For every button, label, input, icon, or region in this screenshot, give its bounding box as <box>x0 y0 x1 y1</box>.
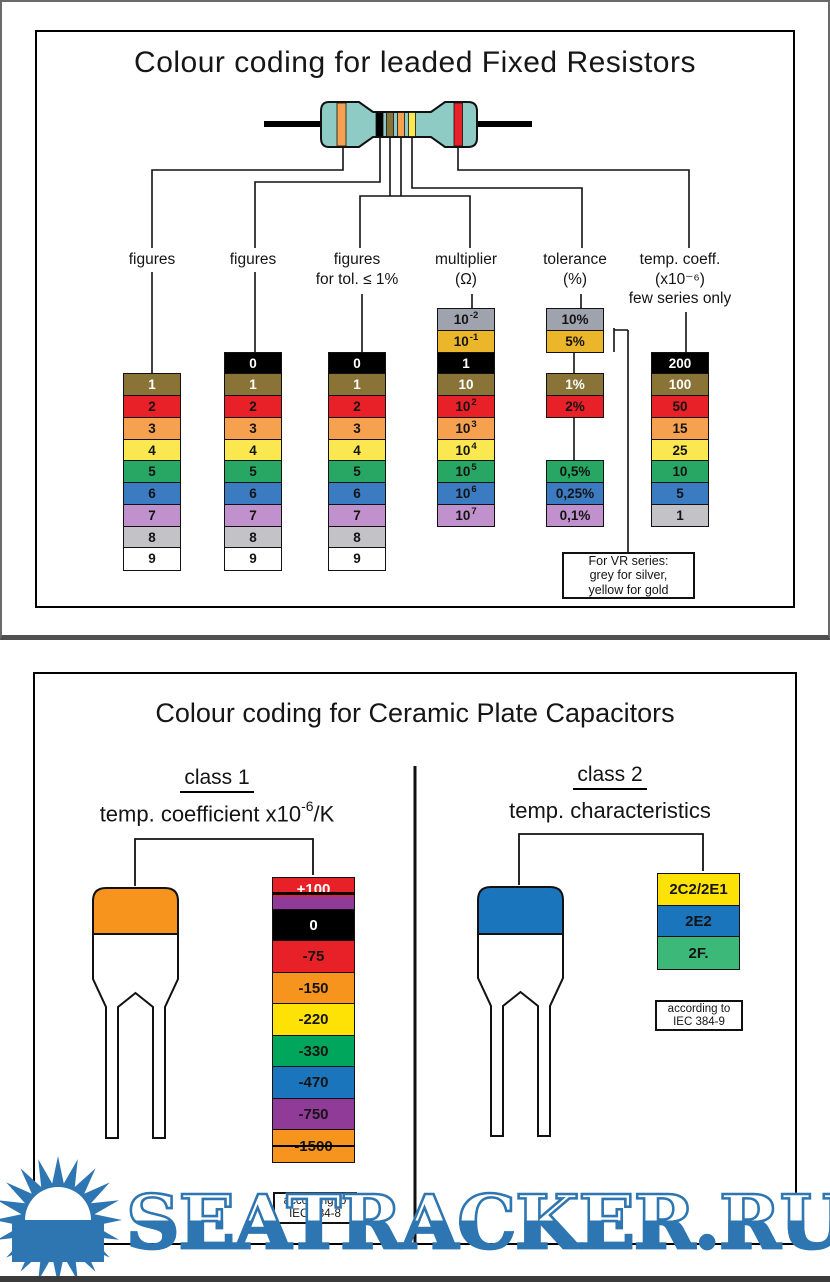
color-cell-figures-1: 1 <box>123 373 181 397</box>
watermark-text: SEATRACKER.RU <box>125 1182 830 1265</box>
color-cell-multiplier: 10 7 <box>437 503 495 528</box>
color-cell-tolerance: 0,1% <box>546 503 604 528</box>
capacitor-panel-border <box>33 672 797 1245</box>
color-cell-figures-2: 8 <box>224 525 282 549</box>
color-cell-tolerance: 1% <box>546 373 604 397</box>
class2-subtitle: temp. characteristics <box>509 798 711 823</box>
color-cell-tolerance: 5% <box>546 329 604 354</box>
vr-series-note: For VR series: grey for silver, yellow f… <box>562 552 695 599</box>
color-cell-temp-coeff: 50 <box>651 395 709 419</box>
color-cell-temp-coeff: 5 <box>651 482 709 506</box>
color-cell-multiplier: 10 3 <box>437 416 495 441</box>
color-cell-figures-1: 9 <box>123 547 181 571</box>
color-cell-class2: 2C2/2E1 <box>657 873 740 907</box>
color-cell-figures-1: 4 <box>123 438 181 462</box>
color-cell-figures-2: 6 <box>224 482 282 506</box>
iec-384-9-note: according to IEC 384-9 <box>655 1000 743 1031</box>
bottom-edge-bar <box>0 1276 830 1282</box>
band-label: temp. coeff. (x10⁻⁶) few series only <box>628 251 732 307</box>
color-cell-temp-coeff: 1 <box>651 503 709 528</box>
color-cell-class1: 0 <box>272 908 355 942</box>
sun-logo-icon <box>0 1156 122 1282</box>
color-cell-class2: 2E2 <box>657 904 740 939</box>
color-cell-figures-3: 7 <box>328 503 386 528</box>
color-cell-class2: 2F. <box>657 936 740 970</box>
color-cell-class1: -150 <box>272 971 355 1005</box>
color-cell-class1: -220 <box>272 1003 355 1037</box>
color-cell-class1: -330 <box>272 1034 355 1069</box>
color-cell-tolerance: 10% <box>546 308 604 332</box>
band-label: figures <box>128 251 176 268</box>
color-cell-multiplier: 10 2 <box>437 395 495 419</box>
color-cell-temp-coeff: 10 <box>651 460 709 484</box>
color-cell-temp-coeff: 25 <box>651 438 709 462</box>
color-cell-figures-1: 6 <box>123 482 181 506</box>
color-cell-figures-1: 7 <box>123 503 181 528</box>
color-cell-temp-coeff: 100 <box>651 373 709 397</box>
color-cell-figures-3: 0 <box>328 351 386 375</box>
color-cell-figures-2: 4 <box>224 438 282 462</box>
color-cell-multiplier: 10 5 <box>437 460 495 484</box>
band-label: multiplier (Ω) <box>434 251 497 288</box>
band-label: figures <box>229 251 277 268</box>
color-cell-class1: -750 <box>272 1097 355 1132</box>
color-cell-figures-3: 5 <box>328 460 386 484</box>
color-cell-tolerance: 0,25% <box>546 482 604 506</box>
color-cell-multiplier: 10 -2 <box>437 308 495 332</box>
color-cell-multiplier: 10 <box>437 373 495 397</box>
color-cell-figures-3: 1 <box>328 373 386 397</box>
color-cell-temp-coeff: 15 <box>651 416 709 441</box>
color-cell-figures-1: 2 <box>123 395 181 419</box>
color-cell-figures-1: 8 <box>123 525 181 549</box>
color-cell-figures-3: 9 <box>328 547 386 571</box>
color-cell-figures-2: 3 <box>224 416 282 441</box>
color-cell-figures-2: 7 <box>224 503 282 528</box>
color-cell-figures-3: 4 <box>328 438 386 462</box>
color-cell-figures-1: 5 <box>123 460 181 484</box>
top-panel-outer-frame <box>0 0 830 640</box>
color-cell-figures-3: 2 <box>328 395 386 419</box>
color-cell-class1: +100 <box>272 877 355 911</box>
color-cell-class1: -1500 <box>272 1129 355 1163</box>
resistor-panel-title: Colour coding for leaded Fixed Resistors <box>134 46 696 79</box>
resistor-panel-border <box>35 30 795 608</box>
color-cell-tolerance: 0,5% <box>546 460 604 484</box>
color-cell-tolerance: 2% <box>546 395 604 419</box>
color-cell-figures-2: 0 <box>224 351 282 375</box>
class2-heading: class 2 <box>428 763 792 790</box>
color-cell-temp-coeff: 200 <box>651 351 709 375</box>
color-cell-multiplier: 10 4 <box>437 438 495 462</box>
color-cell-figures-3: 8 <box>328 525 386 549</box>
color-cell-figures-2: 1 <box>224 373 282 397</box>
color-cell-multiplier: 10 6 <box>437 482 495 506</box>
color-cell-figures-2: 5 <box>224 460 282 484</box>
color-cell-figures-2: 9 <box>224 547 282 571</box>
color-cell-figures-2: 2 <box>224 395 282 419</box>
color-cell-class1: -75 <box>272 940 355 974</box>
iec-384-8-note: according to IEC 384-8 <box>273 1192 357 1224</box>
color-cell-figures-3: 3 <box>328 416 386 441</box>
capacitor-panel-title: Colour coding for Ceramic Plate Capacito… <box>155 698 675 728</box>
band-label: figures for tol. ≤ 1% <box>315 251 399 288</box>
color-cell-figures-3: 6 <box>328 482 386 506</box>
color-cell-multiplier: 10 -1 <box>437 329 495 354</box>
color-cell-multiplier: 1 <box>437 351 495 375</box>
color-cell-class1: -470 <box>272 1066 355 1100</box>
class1-subtitle: temp. coefficient x10-6/K <box>99 798 335 827</box>
color-cell-figures-1: 3 <box>123 416 181 441</box>
band-label: tolerance (%) <box>543 251 607 288</box>
class1-heading: class 1 <box>37 766 397 793</box>
